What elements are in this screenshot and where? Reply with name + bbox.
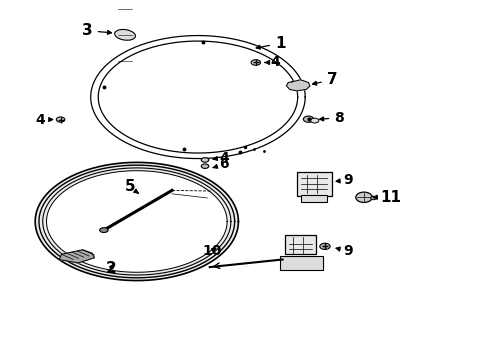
Text: 6: 6 xyxy=(213,157,229,171)
Ellipse shape xyxy=(115,30,135,40)
Text: 1: 1 xyxy=(256,36,286,51)
Ellipse shape xyxy=(310,118,319,123)
Ellipse shape xyxy=(99,228,108,233)
Text: 4: 4 xyxy=(213,150,229,165)
Ellipse shape xyxy=(356,192,372,202)
Text: 11: 11 xyxy=(373,190,401,205)
Text: 9: 9 xyxy=(336,244,353,258)
Polygon shape xyxy=(35,162,239,280)
Ellipse shape xyxy=(320,243,330,249)
Polygon shape xyxy=(59,250,95,263)
Bar xyxy=(280,256,322,270)
Ellipse shape xyxy=(56,117,65,122)
Bar xyxy=(285,235,316,254)
Text: 2: 2 xyxy=(105,261,116,276)
Text: 8: 8 xyxy=(320,111,344,125)
Text: 4: 4 xyxy=(265,55,280,69)
Bar xyxy=(297,172,332,195)
Ellipse shape xyxy=(370,196,376,200)
Ellipse shape xyxy=(201,164,209,168)
Polygon shape xyxy=(286,80,310,91)
Text: 3: 3 xyxy=(82,23,112,38)
Bar xyxy=(301,195,327,202)
Ellipse shape xyxy=(303,116,314,122)
Text: 4: 4 xyxy=(35,113,52,126)
Text: 5: 5 xyxy=(124,179,138,194)
Text: 10: 10 xyxy=(202,244,222,258)
Ellipse shape xyxy=(251,60,261,65)
Text: 7: 7 xyxy=(313,72,337,87)
Ellipse shape xyxy=(201,158,209,162)
Text: 9: 9 xyxy=(336,173,353,187)
